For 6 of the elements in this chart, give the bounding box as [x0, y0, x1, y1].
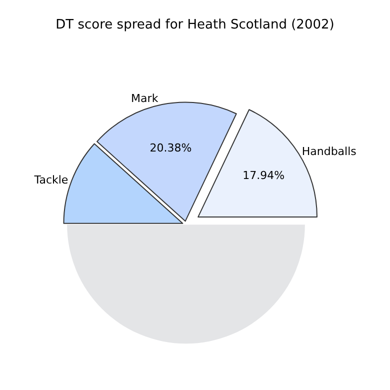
slice-label: Handballs [302, 145, 357, 158]
chart-title: DT score spread for Heath Scotland (2002) [56, 18, 334, 33]
slice-label: Tackle [33, 173, 68, 186]
data-label: 17.94% [242, 169, 285, 182]
data-label: 20.38% [150, 142, 192, 155]
slice-label: Mark [131, 92, 159, 105]
